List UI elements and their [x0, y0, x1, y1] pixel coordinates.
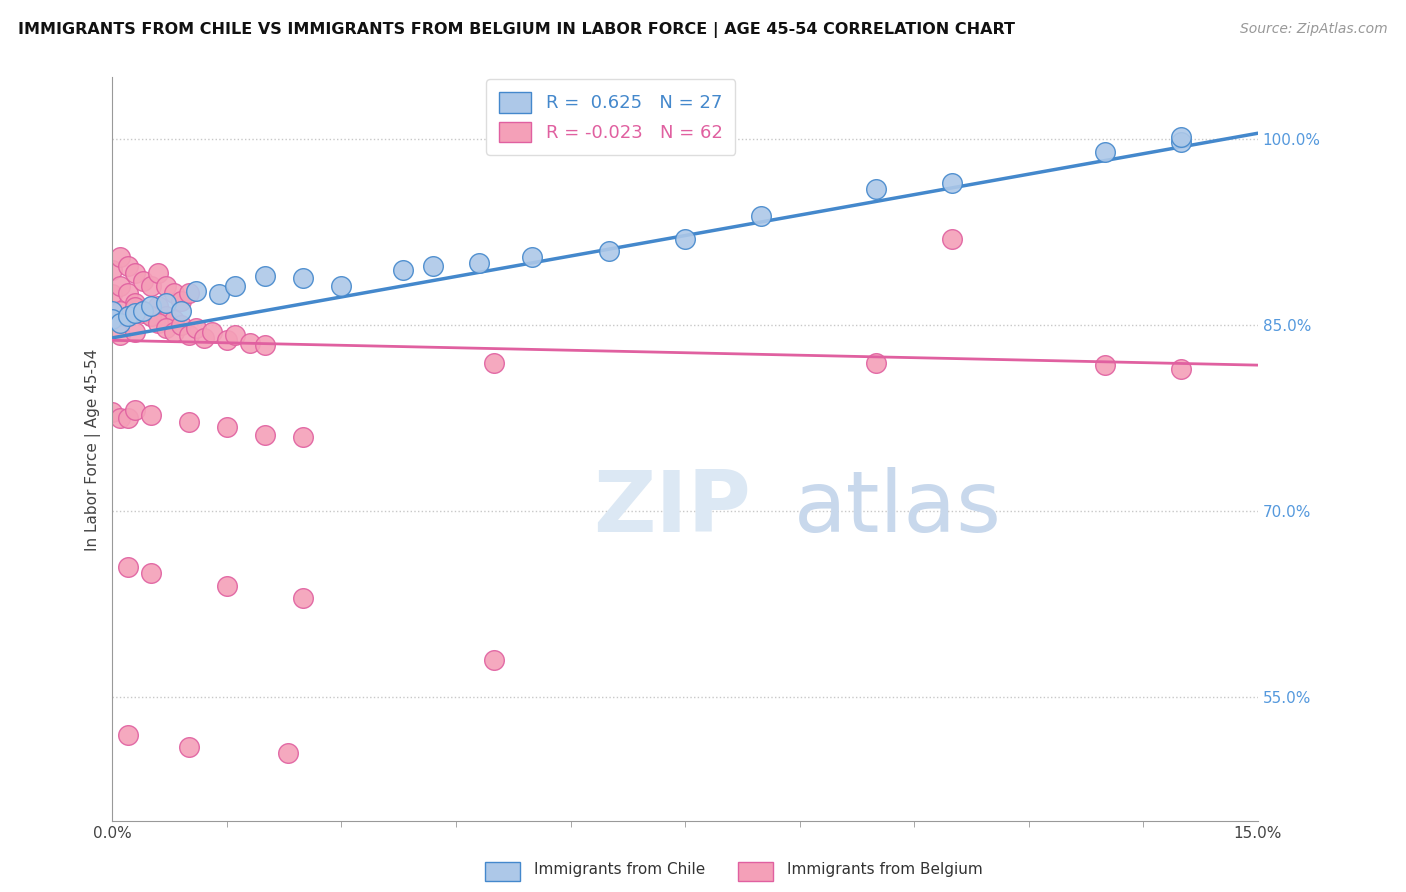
Point: [108, 411, 131, 425]
Point: [1094, 358, 1116, 372]
Point: [117, 309, 139, 323]
Point: [101, 405, 124, 419]
Point: [117, 259, 139, 273]
Point: [673, 232, 696, 246]
Point: [170, 303, 193, 318]
Point: [177, 415, 200, 429]
Text: Source: ZipAtlas.com: Source: ZipAtlas.com: [1240, 22, 1388, 37]
Point: [139, 309, 162, 323]
Point: [865, 356, 887, 370]
Text: Immigrants from Chile: Immigrants from Chile: [534, 863, 706, 877]
Point: [215, 334, 238, 348]
Point: [254, 268, 277, 283]
Point: [139, 299, 162, 313]
Point: [108, 303, 131, 318]
Point: [155, 309, 177, 323]
Point: [124, 402, 146, 417]
Point: [292, 430, 315, 444]
Point: [215, 579, 238, 593]
Point: [162, 286, 184, 301]
Point: [139, 278, 162, 293]
Point: [941, 176, 963, 190]
Point: [598, 244, 620, 258]
Point: [1094, 145, 1116, 159]
Point: [132, 303, 155, 318]
Point: [117, 411, 139, 425]
Point: [186, 321, 208, 335]
Point: [170, 293, 193, 308]
Point: [139, 309, 162, 323]
Point: [139, 566, 162, 581]
Point: [148, 299, 170, 313]
Point: [117, 728, 139, 742]
Point: [101, 312, 124, 326]
Point: [132, 306, 155, 320]
Point: [108, 328, 131, 343]
Point: [148, 316, 170, 330]
Point: [330, 278, 353, 293]
Point: [254, 338, 277, 352]
Point: [132, 303, 155, 318]
Point: [865, 182, 887, 196]
Point: [124, 300, 146, 314]
Point: [391, 262, 413, 277]
Point: [108, 250, 131, 264]
Point: [239, 335, 262, 350]
Point: [108, 316, 131, 330]
Point: [177, 286, 200, 301]
Text: ZIP: ZIP: [593, 467, 751, 550]
Point: [215, 420, 238, 434]
Point: [292, 271, 315, 285]
Point: [132, 274, 155, 288]
Point: [117, 560, 139, 574]
Y-axis label: In Labor Force | Age 45-54: In Labor Force | Age 45-54: [86, 348, 101, 550]
Point: [208, 287, 231, 301]
Point: [751, 210, 773, 224]
Point: [124, 306, 146, 320]
Point: [101, 287, 124, 301]
Point: [193, 331, 215, 345]
Point: [484, 356, 506, 370]
Point: [224, 278, 246, 293]
Point: [277, 746, 299, 760]
Point: [101, 262, 124, 277]
Point: [117, 286, 139, 301]
Point: [1170, 130, 1192, 145]
Point: [101, 303, 124, 318]
Text: atlas: atlas: [794, 467, 1002, 550]
Point: [422, 259, 444, 273]
Point: [148, 266, 170, 280]
Point: [155, 321, 177, 335]
Point: [139, 408, 162, 422]
Text: Immigrants from Belgium: Immigrants from Belgium: [787, 863, 983, 877]
Point: [155, 278, 177, 293]
Point: [522, 250, 544, 264]
Legend: R =  0.625   N = 27, R = -0.023   N = 62: R = 0.625 N = 27, R = -0.023 N = 62: [486, 79, 735, 155]
Point: [186, 284, 208, 298]
Text: IMMIGRANTS FROM CHILE VS IMMIGRANTS FROM BELGIUM IN LABOR FORCE | AGE 45-54 CORR: IMMIGRANTS FROM CHILE VS IMMIGRANTS FROM…: [18, 22, 1015, 38]
Point: [254, 427, 277, 442]
Point: [155, 296, 177, 310]
Point: [124, 325, 146, 339]
Point: [941, 232, 963, 246]
Point: [468, 256, 491, 270]
Point: [124, 266, 146, 280]
Point: [1170, 362, 1192, 376]
Point: [117, 309, 139, 323]
Point: [162, 313, 184, 327]
Point: [101, 312, 124, 326]
Point: [124, 296, 146, 310]
Point: [1170, 135, 1192, 149]
Point: [170, 318, 193, 333]
Point: [162, 325, 184, 339]
Point: [292, 591, 315, 606]
Point: [224, 328, 246, 343]
Point: [201, 325, 224, 339]
Point: [177, 328, 200, 343]
Point: [484, 653, 506, 667]
Point: [108, 278, 131, 293]
Point: [177, 740, 200, 755]
